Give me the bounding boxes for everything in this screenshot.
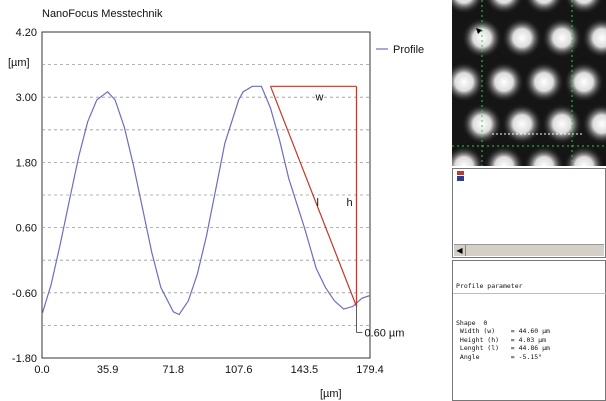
horizontal-scrollbar[interactable]: ◀ — [454, 244, 604, 256]
bright-spot — [502, 104, 542, 144]
x-tick-labels: 0.0 35.9 71.8 107.6 143.5 179.4 — [34, 364, 383, 376]
param-body: Shape 0 Width (w) = 44.60 µm Height (h) … — [456, 318, 550, 361]
intensity-image — [452, 0, 606, 166]
y-tick-labels: 4.20 3.00 1.80 0.60 -0.60 -1.80 — [12, 27, 37, 365]
y-tick-label: -1.80 — [12, 353, 37, 365]
x-tick-label: 35.9 — [97, 364, 118, 376]
chart-title: NanoFocus Messtechnik — [42, 8, 163, 20]
bright-spot — [582, 18, 606, 58]
view-panel: ◀ — [452, 168, 606, 258]
legend: Profile — [376, 44, 424, 56]
y-tick-label: 4.20 — [16, 27, 37, 39]
param-title: Profile parameter — [453, 282, 606, 294]
y-tick-label: 1.80 — [16, 157, 37, 169]
side-panels: ◀ Profile parameter Shape 0 Width (w) = … — [452, 0, 606, 401]
bright-spot — [564, 146, 604, 166]
annotation-layer: w h l 0.60 µm — [269, 85, 404, 339]
x-tick-label: 179.4 — [356, 364, 384, 376]
x-tick-label: 107.6 — [225, 364, 253, 376]
w-label: w — [315, 91, 324, 103]
bright-spot — [484, 0, 524, 14]
x-tick-label: 0.0 — [34, 364, 49, 376]
bright-spot — [484, 146, 524, 166]
bright-spot — [524, 62, 564, 102]
profile-line — [41, 85, 371, 316]
l-label: l — [317, 197, 319, 209]
y-tick-label: -0.60 — [12, 288, 37, 300]
legend-entry: Profile — [393, 44, 424, 56]
grid — [41, 31, 371, 359]
bright-spot — [462, 18, 502, 58]
bright-spot — [564, 0, 604, 14]
bright-spot — [582, 104, 606, 144]
bright-spot — [452, 146, 484, 166]
marker-icon — [457, 171, 464, 181]
length-line — [269, 86, 358, 307]
bright-spot — [524, 146, 564, 166]
y-tick-label: 0.60 — [16, 223, 37, 235]
x-tick-label: 71.8 — [163, 364, 184, 376]
bright-spot — [542, 18, 582, 58]
x-tick-label: 143.5 — [291, 364, 319, 376]
bright-spot — [542, 104, 582, 144]
bright-spot — [524, 0, 564, 14]
bright-spot — [452, 0, 484, 14]
profile-chart: NanoFocus Messtechnik [µm] [µm] 4.20 3.00… — [8, 8, 424, 400]
bright-spot — [502, 18, 542, 58]
bright-spot — [484, 62, 524, 102]
series-layer — [41, 85, 371, 316]
h-label: h — [346, 197, 352, 209]
x-axis-label: [µm] — [320, 388, 342, 400]
y-tick-label: 3.00 — [16, 92, 37, 104]
profile-parameter-panel: Profile parameter Shape 0 Width (w) = 44… — [452, 260, 606, 401]
scroll-left-button[interactable]: ◀ — [454, 245, 466, 256]
value-label: 0.60 µm — [364, 327, 404, 339]
y-axis-label: [µm] — [8, 57, 30, 69]
bright-spot — [452, 62, 484, 102]
chart-svg: NanoFocus Messtechnik [µm] [µm] 4.20 3.00… — [8, 8, 424, 400]
bright-spot — [564, 62, 604, 102]
dot-pattern-image — [452, 0, 606, 166]
